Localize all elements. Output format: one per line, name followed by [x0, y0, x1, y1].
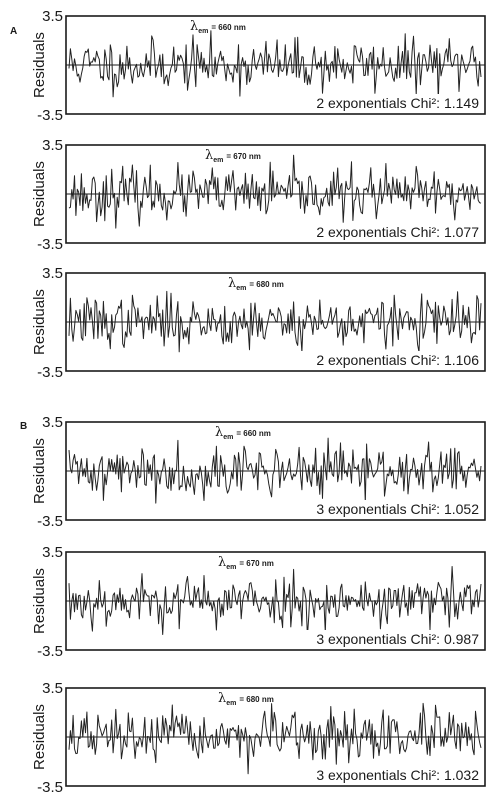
- chi-squared-label: 2 exponentials Chi²: 1.106: [316, 352, 479, 368]
- ytick-top: 3.5: [42, 544, 63, 561]
- ytick-bottom: -3.5: [37, 364, 63, 381]
- chi-squared-label: 3 exponentials Chi²: 0.987: [316, 631, 479, 647]
- group-label-b: B: [20, 421, 27, 432]
- residual-trace: [68, 566, 482, 638]
- y-axis-label: Residuals: [31, 438, 48, 504]
- chi-squared-value: 1.077: [444, 224, 479, 240]
- y-axis-label: Residuals: [31, 289, 48, 355]
- emission-wavelength-label: λem = 680 nm: [228, 276, 284, 292]
- emission-wavelength-label: λem = 680 nm: [218, 691, 274, 707]
- residual-trace: [68, 154, 482, 229]
- ytick-bottom: -3.5: [37, 643, 63, 660]
- ytick-top: 3.5: [42, 414, 63, 431]
- ytick-bottom: -3.5: [37, 779, 63, 792]
- residual-trace: [68, 30, 482, 101]
- residuals-panel-6: 3.5 -3.5 Residuals λem = 680 nm 3 exponential…: [31, 680, 486, 792]
- ytick-top: 3.5: [42, 8, 63, 25]
- emission-wavelength-label: λem = 660 nm: [215, 425, 271, 441]
- chi-squared-value: 1.149: [444, 95, 479, 111]
- chi-squared-value: 1.052: [444, 501, 479, 517]
- chi-squared-label: 3 exponentials Chi²: 1.032: [316, 767, 479, 783]
- emission-wavelength-label: λem = 670 nm: [218, 555, 274, 571]
- chi-squared-value: 0.987: [444, 631, 479, 647]
- chi-squared-label: 3 exponentials Chi²: 1.052: [316, 501, 479, 517]
- chi-squared-label: 2 exponentials Chi²: 1.149: [316, 95, 479, 111]
- y-axis-label: Residuals: [31, 161, 48, 227]
- ytick-bottom: -3.5: [37, 513, 63, 530]
- ytick-bottom: -3.5: [37, 107, 63, 124]
- group-label-a: A: [10, 26, 17, 37]
- ytick-top: 3.5: [42, 265, 63, 282]
- residuals-panel-4: 3.5 -3.5 Residuals λem = 660 nm 3 exponential…: [31, 414, 486, 530]
- residual-trace: [68, 437, 482, 504]
- chi-squared-label: 2 exponentials Chi²: 1.077: [316, 224, 479, 240]
- residual-trace: [68, 702, 482, 775]
- ytick-top: 3.5: [42, 137, 63, 154]
- chi-squared-value: 1.032: [444, 767, 479, 783]
- y-axis-label: Residuals: [31, 32, 48, 98]
- ytick-top: 3.5: [42, 680, 63, 697]
- chi-squared-value: 1.106: [444, 352, 479, 368]
- ytick-bottom: -3.5: [37, 236, 63, 253]
- residuals-panel-2: 3.5 -3.5 Residuals λem = 670 nm 2 exponential…: [31, 137, 486, 253]
- y-axis-label: Residuals: [31, 568, 48, 634]
- residual-trace: [68, 290, 482, 353]
- emission-wavelength-label: λem = 660 nm: [190, 19, 246, 35]
- residuals-panel-3: 3.5 -3.5 Residuals λem = 680 nm 2 exponential…: [31, 265, 486, 381]
- y-axis-label: Residuals: [31, 704, 48, 770]
- residuals-panel-5: 3.5 -3.5 Residuals λem = 670 nm 3 exponential…: [31, 544, 486, 660]
- emission-wavelength-label: λem = 670 nm: [205, 148, 261, 164]
- residuals-panel-1: 3.5 -3.5 Residuals λem = 660 nm 2 exponential…: [31, 8, 486, 124]
